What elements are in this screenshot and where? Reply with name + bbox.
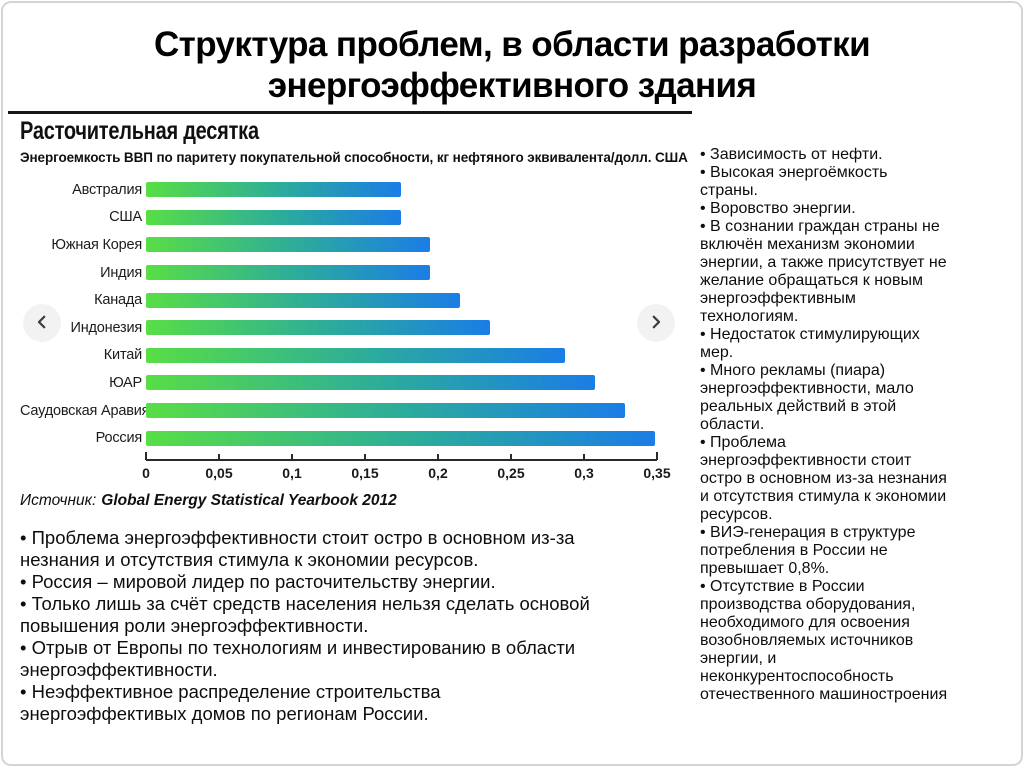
chart-top-rule	[8, 111, 692, 114]
bar-label: Саудовская Аравия	[20, 402, 150, 419]
bar	[146, 237, 431, 253]
bar-track	[146, 209, 670, 225]
source-label: Источник:	[20, 492, 97, 509]
chart-row: Австралия	[20, 176, 670, 204]
bar-label: Канада	[94, 292, 142, 309]
axis-tick-label: 0,1	[282, 465, 302, 481]
bar	[146, 347, 566, 363]
bar-track	[146, 403, 670, 419]
bar-label: США	[109, 209, 142, 226]
chart-row: Южная Корея	[20, 231, 670, 259]
bar-label: Россия	[95, 430, 143, 447]
axis-tick	[217, 454, 220, 460]
chart-row: Индия	[20, 259, 670, 287]
chart-row: Саудовская Аравия	[20, 397, 670, 425]
axis-tick	[145, 452, 147, 460]
bullet-item: • Только лишь за счёт средств населения …	[20, 593, 590, 636]
chart-row: ЮАР	[20, 369, 670, 397]
bar-track	[146, 265, 670, 281]
axis-tick-label: 0	[142, 465, 150, 481]
axis-tick-label: 0,05	[205, 465, 233, 481]
bar	[146, 403, 626, 419]
axis-tick-label: 0,15	[351, 465, 379, 481]
axis-tick	[364, 454, 366, 460]
x-axis-line	[146, 459, 657, 461]
bar-track	[146, 347, 670, 363]
bar	[146, 292, 461, 308]
bar	[146, 182, 401, 198]
page-title-line1: Структура проблем, в области разработки	[154, 25, 871, 64]
chart-row: Китай	[20, 342, 670, 370]
axis-tick	[510, 454, 512, 460]
bullet-item: • Проблема энергоэффективности стоит ост…	[20, 527, 575, 570]
bar	[146, 265, 431, 281]
bar-track	[146, 375, 670, 391]
chevron-left-icon	[33, 313, 51, 334]
bar-track	[146, 320, 670, 336]
chart-rows: Австралия США Южная Корея Индия Канада Индоне…	[20, 176, 670, 452]
bullet-item: • Отрыв от Европы по технологиям и инвес…	[20, 637, 576, 680]
bar-label: ЮАР	[109, 374, 142, 391]
right-bullets: • Зависимость от нефти. • Высокая энергоё…	[700, 146, 1018, 704]
chart-subtitle: Энергоемкость ВВП по паритету покупатель…	[20, 150, 688, 165]
axis-tick-label: 0,25	[497, 465, 525, 481]
chart-row: Россия	[20, 424, 670, 452]
chart-row: США	[20, 204, 670, 232]
bar	[146, 209, 401, 225]
bar-label: Австралия	[72, 181, 142, 198]
axis-tick-label: 0,2	[428, 465, 448, 481]
chevron-right-icon	[647, 313, 665, 334]
bar	[146, 320, 491, 336]
bar-track	[146, 292, 670, 308]
bar-label: Южная Корея	[51, 236, 142, 253]
source-name: Global Energy Statistical Yearbook 2012	[101, 492, 397, 509]
bar-track	[146, 237, 670, 253]
bar-label: Индонезия	[70, 319, 142, 336]
bar-track	[146, 182, 670, 198]
page-title-line2: энергоэффективного здания	[267, 66, 757, 105]
bullet-item: • Проблема энергоэффективности стоит ост…	[700, 434, 947, 523]
axis-tick	[583, 454, 585, 460]
left-bullets: • Проблема энергоэффективности стоит ост…	[20, 527, 682, 725]
axis-tick-label: 0,35	[643, 465, 671, 481]
bar-track	[146, 430, 670, 446]
carousel-next-button[interactable]	[637, 304, 675, 342]
bar-label: Индия	[100, 264, 142, 281]
bar	[146, 430, 656, 446]
bullet-item: • Высокая энергоёмкость страны.	[700, 164, 888, 199]
carousel-prev-button[interactable]	[23, 304, 61, 342]
bullet-item: • Отсутствие в России производства обору…	[700, 578, 948, 703]
axis-tick-label: 0,3	[574, 465, 594, 481]
bullet-item: • Недостаток стимулирующих мер.	[700, 326, 920, 361]
bullet-item: • Неэффективное распределение строительс…	[20, 681, 441, 724]
chart-row: Канада	[20, 286, 670, 314]
bullet-item: • Много рекламы (пиара) энергоэффективно…	[700, 362, 914, 433]
bar	[146, 375, 596, 391]
chart-source: Источник: Global Energy Statistical Yearb…	[20, 492, 397, 510]
bullet-item: • Зависимость от нефти.	[700, 146, 883, 163]
chart-row: Индонезия	[20, 314, 670, 342]
bullet-item: • Воровство энергии.	[700, 200, 856, 217]
bullet-item: • Россия – мировой лидер по расточительс…	[20, 571, 496, 592]
bullet-item: • ВИЭ-генерация в структуре потребления …	[700, 524, 916, 577]
chart-axis: 0 0,05 0,1 0,15 0,2 0,25 0,3 0,35	[142, 452, 671, 486]
chart-title: Расточительная десятка	[20, 117, 259, 145]
axis-tick	[436, 454, 439, 460]
axis-tick	[656, 452, 658, 460]
page-title: Структура проблем, в области разработки …	[0, 24, 1024, 106]
axis-tick	[290, 454, 293, 460]
bullet-item: • В сознании граждан страны не включён м…	[700, 218, 947, 325]
bar-label: Китай	[103, 347, 142, 364]
